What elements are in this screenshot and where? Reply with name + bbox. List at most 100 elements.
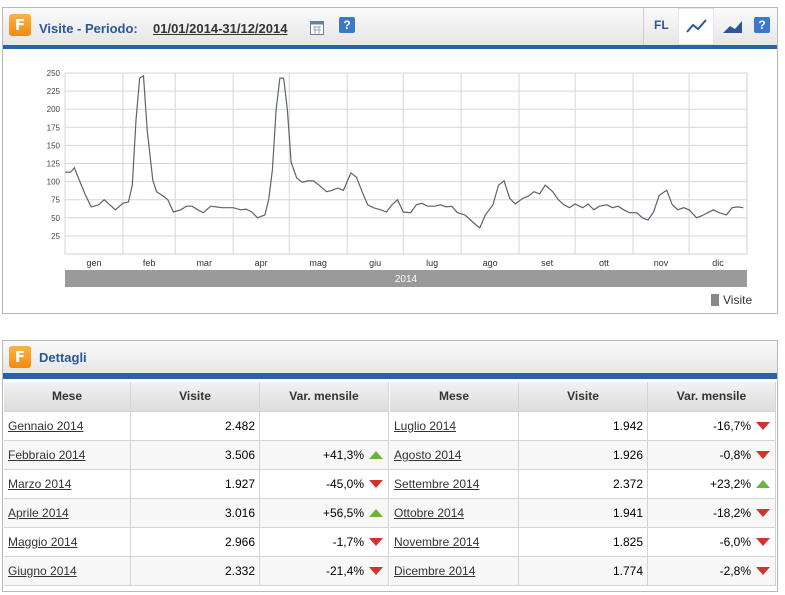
x-tick-label: dic — [712, 258, 724, 268]
trend-arrow — [369, 480, 383, 488]
area-view-button[interactable] — [714, 8, 750, 45]
month-link[interactable]: Gennaio 2014 — [8, 419, 84, 433]
trend-arrow-shape — [756, 567, 770, 575]
chart: 25 50 75 100 125 150 175 200 225 250 gen feb mar apr m… — [47, 69, 753, 307]
change-cell: +56,5% — [260, 499, 389, 528]
trend-arrow — [369, 538, 383, 546]
x-group-band — [65, 270, 747, 287]
x-tick-label: set — [541, 258, 554, 268]
details-header: F Dettagli — [3, 341, 777, 379]
help-button-right[interactable]: ? — [754, 17, 770, 33]
month-link[interactable]: Luglio 2014 — [394, 419, 457, 433]
month-link[interactable]: Settembre 2014 — [394, 477, 480, 491]
month-cell: Marzo 2014 — [4, 470, 131, 499]
month-cell: Aprile 2014 — [4, 499, 131, 528]
x-tick-label: ott — [599, 258, 610, 268]
y-tick-label: 200 — [47, 105, 61, 114]
month-link[interactable]: Dicembre 2014 — [394, 564, 476, 578]
visits-cell: 2.482 — [131, 412, 260, 441]
trend-arrow-shape — [369, 480, 383, 488]
calendar-icon[interactable] — [310, 21, 324, 35]
y-tick-label: 75 — [51, 196, 60, 205]
y-tick-label: 100 — [47, 178, 61, 187]
x-tick-label: mar — [196, 258, 212, 268]
month-link[interactable]: Novembre 2014 — [394, 535, 480, 549]
trend-arrow-shape — [756, 422, 770, 430]
change-cell: -1,7% — [260, 528, 389, 557]
x-tick-label: mag — [309, 258, 327, 268]
column-header: Mese — [4, 382, 131, 412]
change-cell: -21,4% — [260, 557, 389, 586]
visits-cell: 2.966 — [131, 528, 260, 557]
trend-arrow-shape — [369, 451, 383, 459]
change-cell: -45,0% — [260, 470, 389, 499]
change-cell: -2,8% — [648, 557, 776, 586]
month-link[interactable]: Agosto 2014 — [394, 448, 462, 462]
visits-cell: 1.926 — [519, 441, 648, 470]
month-cell: Giugno 2014 — [4, 557, 131, 586]
trend-arrow — [756, 451, 770, 459]
column-header: Visite — [519, 382, 648, 412]
panel-title: Visite - Periodo: — [39, 21, 138, 36]
y-tick-label: 225 — [47, 87, 61, 96]
period-link[interactable]: 01/01/2014-31/12/2014 — [153, 21, 288, 36]
trend-arrow — [756, 567, 770, 575]
trend-arrow-shape — [369, 567, 383, 575]
month-cell: Luglio 2014 — [390, 412, 519, 441]
month-link[interactable]: Febbraio 2014 — [8, 448, 86, 462]
visits-cell: 2.372 — [519, 470, 648, 499]
panel-header: F Visite - Periodo: 01/01/2014-31/12/201… — [3, 8, 777, 49]
month-cell: Maggio 2014 — [4, 528, 131, 557]
change-cell — [260, 412, 389, 441]
x-axis-label: 2014 — [395, 274, 418, 285]
help-button[interactable]: ? — [339, 17, 355, 33]
trend-arrow-shape — [369, 538, 383, 546]
change-cell: -0,8% — [648, 441, 776, 470]
trend-arrow — [756, 422, 770, 430]
change-cell: +41,3% — [260, 441, 389, 470]
trend-arrow-shape — [756, 538, 770, 546]
logo-icon: F — [9, 346, 31, 368]
x-tick-label: apr — [255, 258, 268, 268]
x-tick-label: nov — [654, 258, 669, 268]
trend-arrow-shape — [756, 451, 770, 459]
column-header: Var. mensile — [648, 382, 776, 412]
month-link[interactable]: Marzo 2014 — [8, 477, 72, 491]
change-cell: -18,2% — [648, 499, 776, 528]
month-cell: Febbraio 2014 — [4, 441, 131, 470]
month-link[interactable]: Ottobre 2014 — [394, 506, 465, 520]
trend-arrow — [756, 480, 770, 488]
y-tick-label: 25 — [51, 232, 60, 241]
month-cell: Novembre 2014 — [390, 528, 519, 557]
legend-label: Visite — [723, 293, 752, 307]
trend-arrow — [369, 451, 383, 459]
month-cell: Ottobre 2014 — [390, 499, 519, 528]
line-series — [65, 74, 744, 229]
month-cell: Gennaio 2014 — [4, 412, 131, 441]
month-link[interactable]: Aprile 2014 — [8, 506, 69, 520]
month-link[interactable]: Maggio 2014 — [8, 535, 78, 549]
trend-arrow — [756, 538, 770, 546]
visits-cell: 1.941 — [519, 499, 648, 528]
month-link[interactable]: Giugno 2014 — [8, 564, 77, 578]
line-view-button[interactable] — [678, 8, 714, 45]
trend-arrow — [756, 509, 770, 517]
trend-arrow — [369, 567, 383, 575]
y-tick-label: 150 — [47, 141, 61, 150]
visits-cell: 1.927 — [131, 470, 260, 499]
change-cell: -6,0% — [648, 528, 776, 557]
x-tick-label: gen — [86, 258, 101, 268]
visits-cell: 2.332 — [131, 557, 260, 586]
x-tick-label: lug — [426, 258, 438, 268]
fl-button[interactable]: FL — [654, 18, 669, 32]
y-tick-label: 250 — [47, 69, 61, 78]
y-tick-label: 50 — [51, 214, 60, 223]
visits-cell: 1.774 — [519, 557, 648, 586]
x-tick-label: giu — [369, 258, 381, 268]
details-title: Dettagli — [39, 350, 87, 365]
month-cell: Settembre 2014 — [390, 470, 519, 499]
visits-cell: 1.825 — [519, 528, 648, 557]
x-tick-label: ago — [483, 258, 498, 268]
x-tick-label: feb — [143, 258, 156, 268]
